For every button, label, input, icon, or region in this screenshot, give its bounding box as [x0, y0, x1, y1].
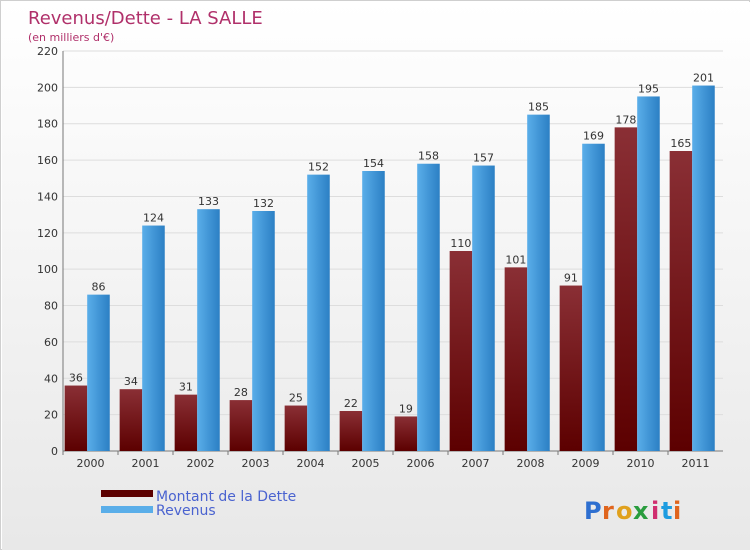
y-tick-label: 180	[37, 118, 58, 131]
bar-revenus	[142, 225, 165, 451]
logo-letter: i	[673, 497, 681, 525]
data-label-revenus: 185	[528, 101, 549, 114]
bar-debt	[229, 400, 253, 451]
data-label-revenus: 133	[198, 195, 219, 208]
bar-revenus	[87, 294, 110, 451]
bar-debt	[394, 416, 418, 451]
chart-title: Revenus/Dette - LA SALLE	[28, 8, 263, 29]
x-tick-label: 2006	[407, 457, 435, 470]
y-tick-label: 40	[44, 372, 58, 385]
x-tick-label: 2001	[132, 457, 160, 470]
y-tick-label: 100	[37, 263, 58, 276]
data-label-debt: 178	[615, 113, 636, 126]
data-label-debt: 25	[289, 392, 303, 405]
x-tick-label: 2009	[572, 457, 600, 470]
logo-letter: P	[584, 497, 602, 525]
legend: Montant de la Dette Revenus	[101, 489, 296, 519]
y-tick-label: 120	[37, 227, 58, 240]
data-label-debt: 34	[124, 375, 138, 388]
x-tick-label: 2004	[297, 457, 325, 470]
logo-letter: i	[651, 497, 659, 525]
x-axis: 2000 2001 2002 2003 2004 2005 2006 2007 2008 2009…	[62, 451, 710, 470]
data-labels: 36 86 34 124 31 133 28 132 25 152 22 154 19 158 110 157…	[69, 72, 714, 416]
x-tick-label: 2005	[352, 457, 380, 470]
legend-swatch-revenus	[101, 506, 153, 513]
data-label-debt: 36	[69, 372, 83, 385]
legend-label-revenus: Revenus	[156, 503, 216, 519]
bar-revenus	[582, 143, 605, 451]
legend-swatch-debt	[101, 490, 153, 497]
bar-debt	[449, 251, 473, 451]
x-tick-label: 2008	[517, 457, 545, 470]
data-label-revenus: 152	[308, 161, 329, 174]
bar-revenus	[692, 85, 715, 451]
data-label-revenus: 86	[91, 281, 105, 294]
data-label-debt: 101	[505, 253, 526, 266]
x-tick-label: 2003	[242, 457, 270, 470]
y-tick-label: 80	[44, 300, 58, 313]
bar-debt	[284, 405, 308, 451]
logo-letter: o	[616, 497, 633, 525]
bar-debt	[339, 411, 363, 451]
bar-debt	[64, 385, 88, 451]
bar-debt	[559, 285, 583, 451]
data-label-debt: 165	[670, 137, 691, 150]
bar-revenus	[417, 163, 440, 451]
data-label-revenus: 158	[418, 150, 439, 163]
x-tick-label: 2010	[627, 457, 655, 470]
bar-debt	[119, 389, 143, 451]
x-tick-label: 2011	[682, 457, 710, 470]
y-tick-label: 60	[44, 336, 58, 349]
data-label-revenus: 154	[363, 157, 384, 170]
data-label-debt: 22	[344, 397, 358, 410]
data-label-revenus: 124	[143, 212, 164, 225]
bar-debt	[614, 127, 638, 451]
y-tick-label: 200	[37, 81, 58, 94]
bar-revenus	[197, 209, 220, 451]
bar-revenus	[472, 165, 495, 451]
data-label-debt: 19	[399, 402, 413, 415]
x-tick-label: 2007	[462, 457, 490, 470]
bar-revenus	[637, 96, 660, 452]
logo-letter: x	[633, 497, 649, 525]
x-tick-label: 2000	[77, 457, 105, 470]
logo-letter: t	[661, 497, 672, 525]
bar-debt	[504, 267, 528, 451]
y-tick-label: 0	[51, 445, 58, 458]
bar-revenus	[527, 114, 550, 452]
y-tick-label: 160	[37, 154, 58, 167]
data-label-revenus: 157	[473, 152, 494, 165]
bar-debt	[174, 394, 198, 451]
x-tick-label: 2002	[187, 457, 215, 470]
data-label-debt: 28	[234, 386, 248, 399]
bar-revenus	[252, 211, 275, 451]
data-label-revenus: 169	[583, 130, 604, 143]
bars	[64, 85, 715, 452]
bar-revenus	[307, 174, 330, 452]
y-tick-label: 20	[44, 409, 58, 422]
chart-subtitle: (en milliers d'€)	[28, 31, 114, 44]
data-label-debt: 110	[450, 237, 471, 250]
data-label-debt: 31	[179, 381, 193, 394]
data-label-revenus: 132	[253, 197, 274, 210]
data-label-revenus: 195	[638, 82, 659, 95]
data-label-revenus: 201	[693, 72, 714, 85]
y-axis: 0 20 40 60 80 100 120 140 160 180 200 220	[37, 45, 723, 458]
y-tick-label: 140	[37, 190, 58, 203]
y-tick-label: 220	[37, 45, 58, 58]
gridlines	[63, 50, 723, 452]
data-label-debt: 91	[564, 272, 578, 285]
legend-label-debt: Montant de la Dette	[156, 489, 296, 505]
bar-debt	[669, 151, 693, 451]
logo-letter: r	[602, 497, 614, 525]
bar-revenus	[362, 171, 385, 451]
